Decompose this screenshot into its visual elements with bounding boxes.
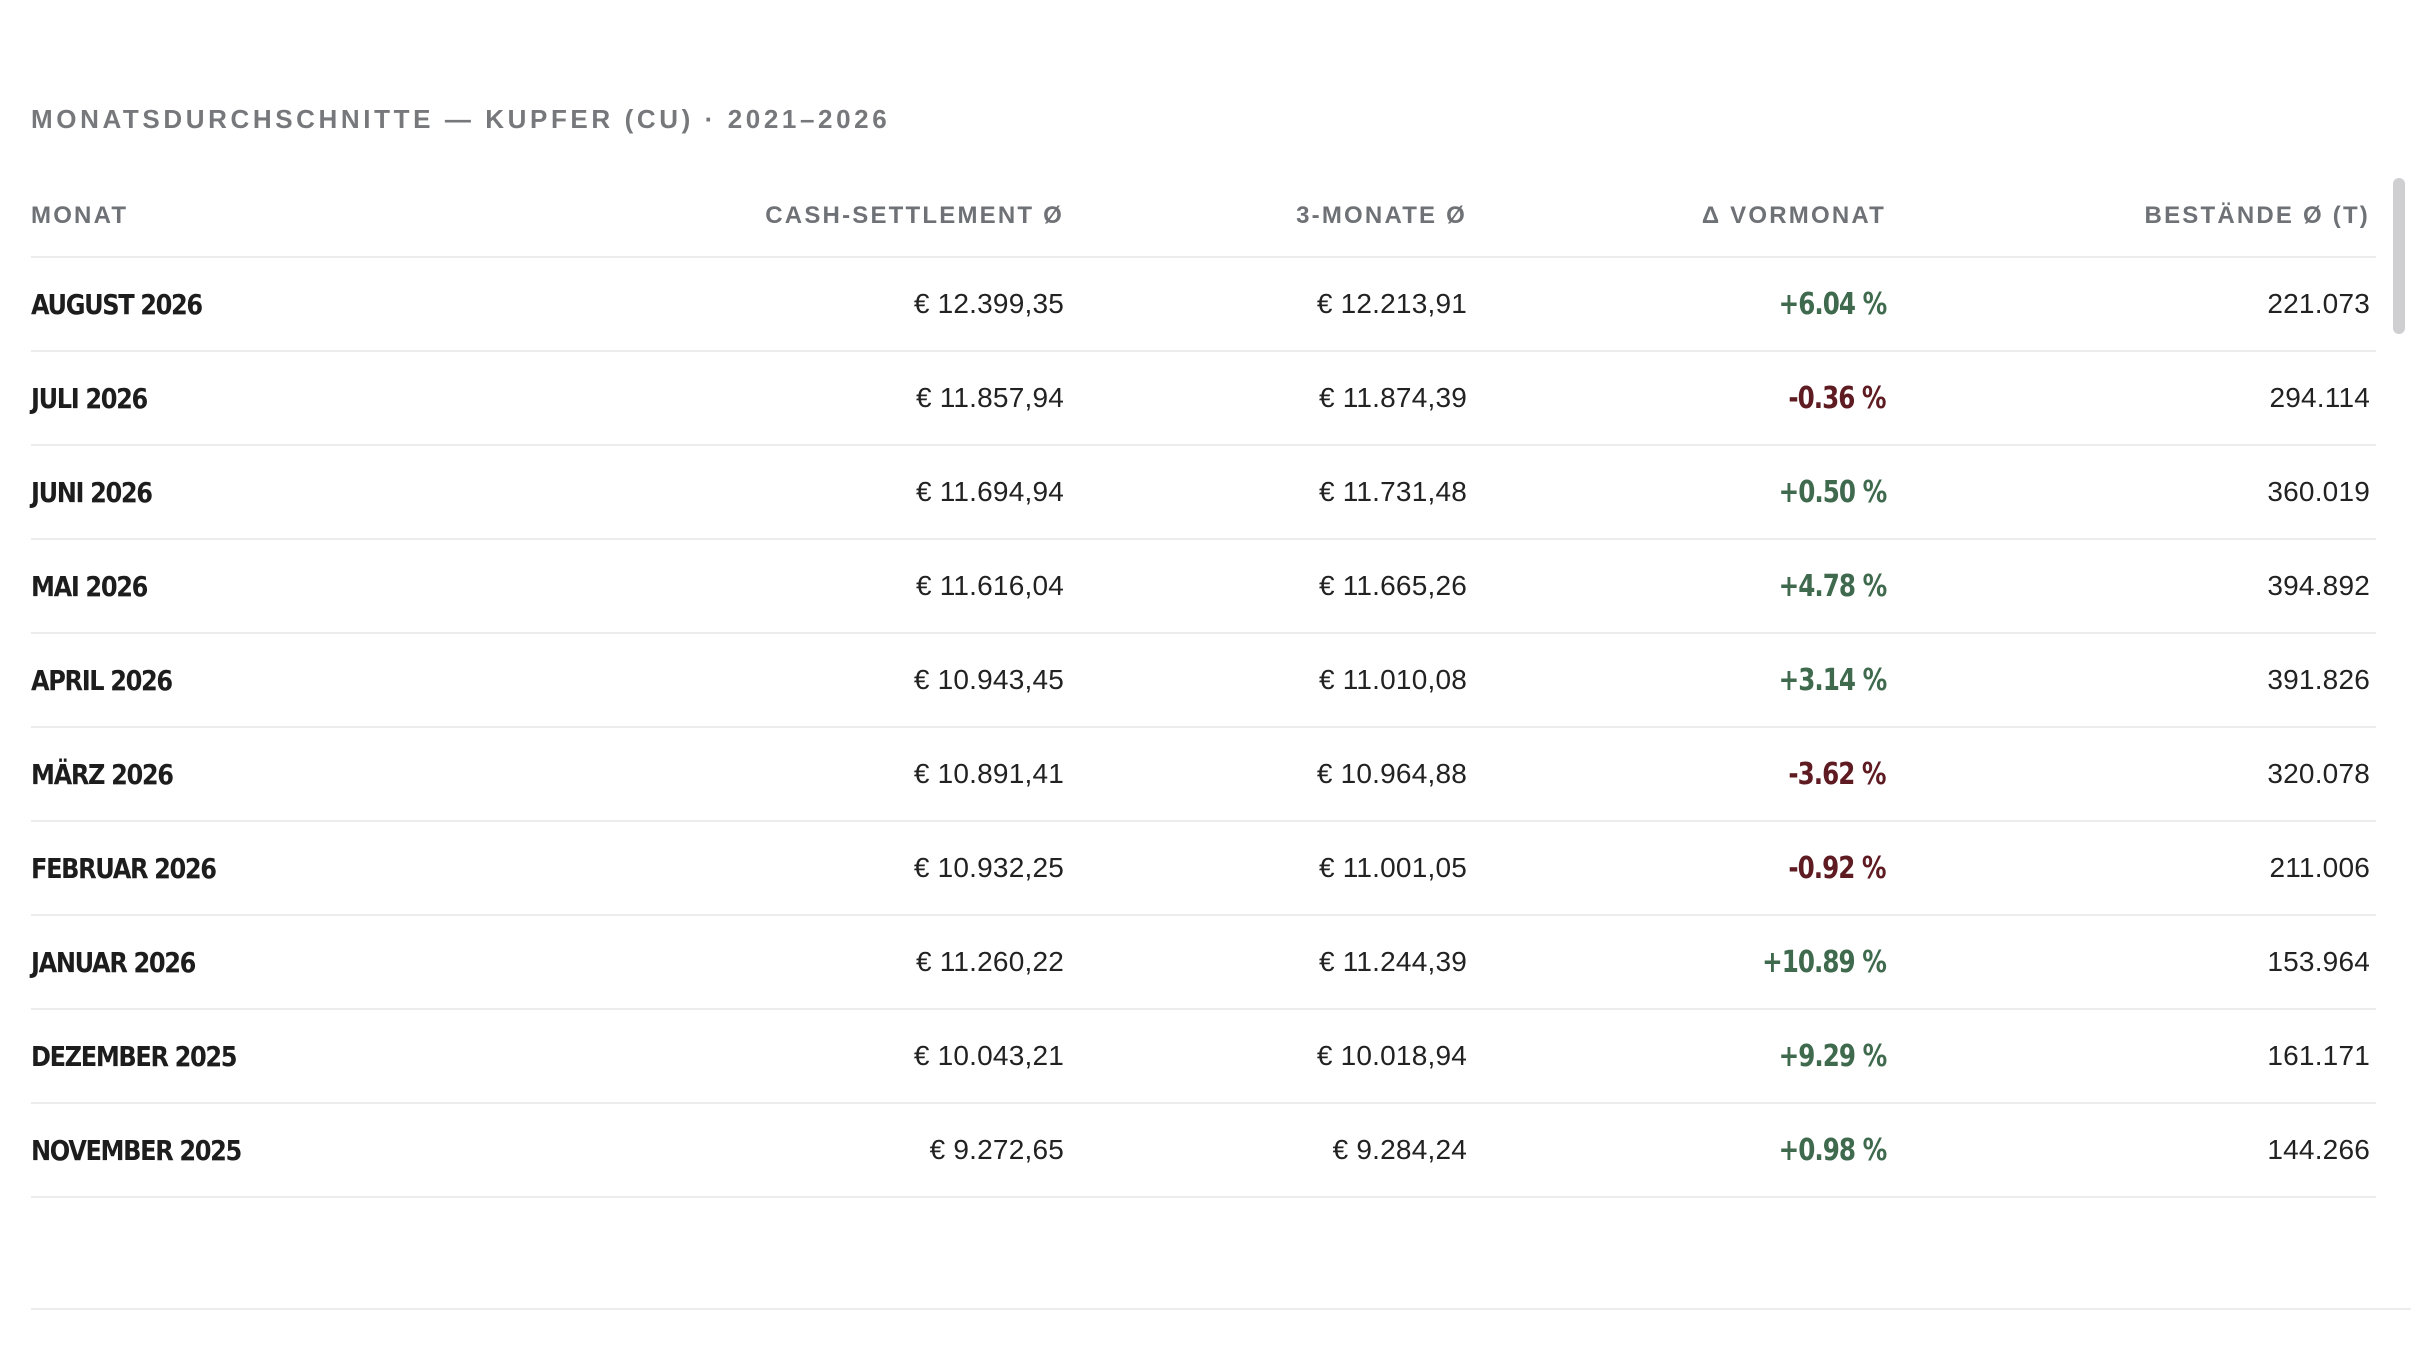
- month-cell-wrap: JULI 2026: [31, 382, 481, 415]
- three-month-cell: € 11.010,08: [1318, 664, 1467, 695]
- delta-value: +0.98 %: [1778, 1132, 1887, 1168]
- delta-cell: -0.92 %: [1467, 850, 1887, 886]
- delta-value: -0.92 %: [1788, 850, 1887, 886]
- three-month-cell: € 10.018,94: [1316, 1040, 1467, 1071]
- table-row[interactable]: JANUAR 2026 € 11.260,22 € 11.244,39 +10.89 …: [31, 916, 2376, 1010]
- delta-cell: +4.78 %: [1467, 568, 1887, 604]
- month-cell: JUNI 2026: [31, 475, 153, 509]
- cash-settlement-cell: € 10.932,25: [913, 852, 1064, 883]
- three-month-cell: € 10.964,88: [1316, 758, 1467, 789]
- delta-cell: +10.89 %: [1467, 944, 1887, 980]
- delta-cell: +6.04 %: [1467, 286, 1887, 322]
- table-row[interactable]: AUGUST 2026 € 12.399,35 € 12.213,91 +6.04 %…: [31, 258, 2376, 352]
- three-month-cell: € 12.213,91: [1316, 288, 1467, 319]
- cash-settlement-cell: € 11.260,22: [915, 946, 1064, 977]
- stocks-cell: 360.019: [2267, 476, 2370, 507]
- month-cell-wrap: AUGUST 2026: [31, 288, 481, 321]
- three-month-cell: € 11.874,39: [1318, 382, 1467, 413]
- stocks-cell: 391.826: [2267, 664, 2370, 695]
- table-row[interactable]: MÄRZ 2026 € 10.891,41 € 10.964,88 -3.62 % 32…: [31, 728, 2376, 822]
- cash-settlement-cell: € 11.694,94: [915, 476, 1064, 507]
- cash-settlement-cell: € 12.399,35: [913, 288, 1064, 319]
- stocks-cell: 161.171: [2267, 1040, 2370, 1071]
- cash-settlement-cell: € 10.891,41: [913, 758, 1064, 789]
- stocks-cell: 294.114: [2269, 382, 2370, 413]
- month-cell-wrap: MÄRZ 2026: [31, 758, 481, 791]
- month-cell: JANUAR 2026: [31, 945, 196, 979]
- month-cell: APRIL 2026: [31, 663, 173, 697]
- stocks-cell: 144.266: [2267, 1134, 2370, 1165]
- month-cell: NOVEMBER 2025: [31, 1133, 242, 1167]
- delta-value: +9.29 %: [1778, 1038, 1887, 1074]
- table-row[interactable]: DEZEMBER 2025 € 10.043,21 € 10.018,94 +9.29…: [31, 1010, 2376, 1104]
- delta-cell: +9.29 %: [1467, 1038, 1887, 1074]
- cash-settlement-cell: € 11.857,94: [915, 382, 1064, 413]
- month-cell-wrap: JANUAR 2026: [31, 946, 481, 979]
- month-cell-wrap: DEZEMBER 2025: [31, 1040, 481, 1073]
- month-cell: JULI 2026: [31, 381, 148, 415]
- delta-value: +0.50 %: [1778, 474, 1887, 510]
- month-cell-wrap: FEBRUAR 2026: [31, 852, 481, 885]
- delta-value: +3.14 %: [1778, 662, 1887, 698]
- column-header-delta[interactable]: Δ VORMONAT: [1701, 202, 1886, 229]
- month-cell-wrap: JUNI 2026: [31, 476, 481, 509]
- table-row[interactable]: APRIL 2026 € 10.943,45 € 11.010,08 +3.14 % 3…: [31, 634, 2376, 728]
- stocks-cell: 153.964: [2267, 946, 2370, 977]
- stocks-cell: 320.078: [2267, 758, 2370, 789]
- table-row[interactable]: JUNI 2026 € 11.694,94 € 11.731,48 +0.50 % 36…: [31, 446, 2376, 540]
- delta-cell: -3.62 %: [1467, 756, 1887, 792]
- monthly-averages-table: MONAT CASH-SETTLEMENT Ø 3-MONATE Ø Δ VOR…: [31, 176, 2376, 1198]
- stocks-cell: 221.073: [2267, 288, 2370, 319]
- column-header-cash-settlement[interactable]: CASH-SETTLEMENT Ø: [765, 202, 1064, 229]
- table-row[interactable]: MAI 2026 € 11.616,04 € 11.665,26 +4.78 % 394…: [31, 540, 2376, 634]
- delta-value: +4.78 %: [1778, 568, 1887, 604]
- column-header-three-month[interactable]: 3-MONATE Ø: [1296, 202, 1467, 229]
- month-cell: AUGUST 2026: [31, 287, 203, 321]
- cash-settlement-cell: € 9.272,65: [929, 1134, 1064, 1165]
- table-row[interactable]: JULI 2026 € 11.857,94 € 11.874,39 -0.36 % 29…: [31, 352, 2376, 446]
- three-month-cell: € 11.244,39: [1318, 946, 1467, 977]
- three-month-cell: € 11.665,26: [1318, 570, 1467, 601]
- three-month-cell: € 11.731,48: [1318, 476, 1467, 507]
- table-body: AUGUST 2026 € 12.399,35 € 12.213,91 +6.04 %…: [31, 258, 2376, 1198]
- month-cell: MÄRZ 2026: [31, 757, 174, 791]
- month-cell: DEZEMBER 2025: [31, 1039, 238, 1073]
- delta-cell: +3.14 %: [1467, 662, 1887, 698]
- month-cell-wrap: APRIL 2026: [31, 664, 481, 697]
- table-header-row: MONAT CASH-SETTLEMENT Ø 3-MONATE Ø Δ VOR…: [31, 176, 2376, 258]
- table-row[interactable]: NOVEMBER 2025 € 9.272,65 € 9.284,24 +0.98 %…: [31, 1104, 2376, 1198]
- month-cell: MAI 2026: [31, 569, 148, 603]
- cash-settlement-cell: € 10.943,45: [913, 664, 1064, 695]
- month-cell-wrap: MAI 2026: [31, 570, 481, 603]
- delta-cell: +0.98 %: [1467, 1132, 1887, 1168]
- month-cell-wrap: NOVEMBER 2025: [31, 1134, 481, 1167]
- cash-settlement-cell: € 10.043,21: [913, 1040, 1064, 1071]
- delta-value: -3.62 %: [1788, 756, 1887, 792]
- stocks-cell: 394.892: [2267, 570, 2370, 601]
- delta-value: -0.36 %: [1788, 380, 1887, 416]
- delta-value: +6.04 %: [1778, 286, 1887, 322]
- table-title: MONATSDURCHSCHNITTE — KUPFER (CU) · 2021…: [31, 104, 891, 134]
- column-header-month[interactable]: MONAT: [31, 202, 129, 229]
- month-cell: FEBRUAR 2026: [31, 851, 217, 885]
- three-month-cell: € 11.001,05: [1318, 852, 1467, 883]
- stocks-cell: 211.006: [2269, 852, 2370, 883]
- scrollbar-thumb[interactable]: [2393, 178, 2405, 334]
- divider: [31, 1308, 2411, 1310]
- column-header-stocks[interactable]: BESTÄNDE Ø (T): [2144, 202, 2370, 229]
- delta-value: +10.89 %: [1762, 944, 1887, 980]
- cash-settlement-cell: € 11.616,04: [915, 570, 1064, 601]
- three-month-cell: € 9.284,24: [1332, 1134, 1467, 1165]
- delta-cell: +0.50 %: [1467, 474, 1887, 510]
- table-row[interactable]: FEBRUAR 2026 € 10.932,25 € 11.001,05 -0.92 …: [31, 822, 2376, 916]
- delta-cell: -0.36 %: [1467, 380, 1887, 416]
